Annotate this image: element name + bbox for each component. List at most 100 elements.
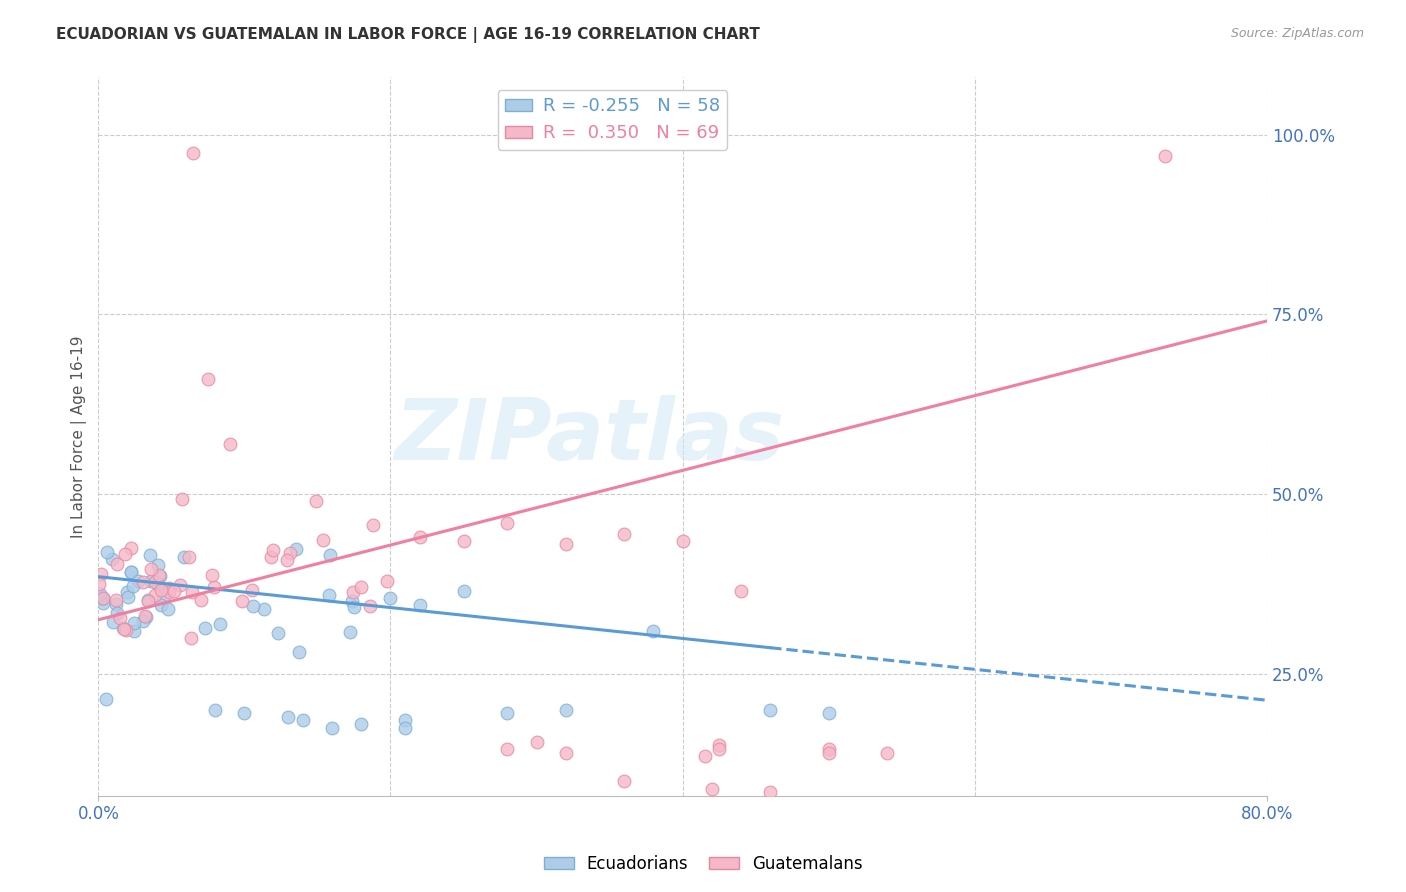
- Point: [181, 145, 204, 160]
- Point: [318, 588, 340, 602]
- Legend: R = -0.255   N = 58, R =  0.350   N = 69: R = -0.255 N = 58, R = 0.350 N = 69: [498, 90, 727, 150]
- Point: [120, 565, 142, 579]
- Point: [121, 541, 143, 556]
- Point: [278, 546, 301, 560]
- Point: [157, 585, 180, 599]
- Point: [613, 526, 636, 541]
- Point: [276, 553, 298, 567]
- Point: [242, 599, 264, 614]
- Point: [380, 591, 402, 606]
- Point: [554, 746, 576, 760]
- Point: [672, 533, 695, 548]
- Point: [554, 537, 576, 551]
- Point: [350, 717, 373, 731]
- Point: [180, 631, 202, 645]
- Point: [359, 599, 381, 614]
- Point: [375, 574, 398, 588]
- Point: [240, 583, 263, 598]
- Point: [730, 584, 752, 599]
- Point: [138, 548, 160, 562]
- Point: [277, 710, 299, 724]
- Point: [253, 602, 276, 616]
- Point: [876, 746, 898, 760]
- Point: [409, 599, 432, 613]
- Point: [233, 706, 256, 720]
- Point: [121, 579, 143, 593]
- Point: [340, 594, 363, 608]
- Point: [817, 746, 839, 760]
- Point: [152, 591, 174, 606]
- Point: [91, 591, 114, 605]
- Point: [312, 533, 335, 547]
- Point: [181, 585, 204, 599]
- Point: [87, 577, 110, 591]
- Point: [305, 493, 328, 508]
- Point: [190, 593, 212, 607]
- Point: [89, 587, 111, 601]
- Point: [132, 614, 155, 628]
- Point: [156, 602, 179, 616]
- Point: [204, 702, 226, 716]
- Point: [148, 569, 170, 583]
- Point: [90, 567, 112, 582]
- Point: [91, 596, 114, 610]
- Point: [117, 590, 139, 604]
- Point: [169, 578, 191, 592]
- Point: [208, 616, 231, 631]
- Point: [143, 575, 166, 590]
- Point: [173, 549, 195, 564]
- Point: [132, 574, 155, 589]
- Point: [453, 533, 475, 548]
- Point: [120, 565, 142, 579]
- Point: [201, 568, 224, 582]
- Point: [112, 623, 135, 637]
- Point: [319, 548, 342, 562]
- Point: [148, 568, 170, 582]
- Point: [759, 785, 782, 799]
- Point: [453, 584, 475, 599]
- Y-axis label: In Labor Force | Age 16-19: In Labor Force | Age 16-19: [72, 335, 87, 538]
- Point: [103, 615, 125, 629]
- Point: [177, 549, 200, 564]
- Point: [817, 742, 839, 756]
- Point: [122, 624, 145, 638]
- Point: [554, 702, 576, 716]
- Point: [817, 706, 839, 720]
- Point: [339, 625, 361, 640]
- Legend: Ecuadorians, Guatemalans: Ecuadorians, Guatemalans: [537, 848, 869, 880]
- Point: [94, 691, 117, 706]
- Point: [231, 594, 253, 608]
- Point: [112, 621, 135, 635]
- Point: [135, 610, 157, 624]
- Point: [350, 580, 373, 594]
- Point: [759, 702, 782, 716]
- Point: [105, 598, 128, 612]
- Point: [1153, 149, 1175, 163]
- Point: [218, 437, 240, 451]
- Point: [409, 530, 432, 544]
- Point: [342, 585, 364, 599]
- Point: [707, 739, 730, 753]
- Point: [93, 591, 115, 605]
- Point: [114, 623, 136, 637]
- Point: [496, 742, 519, 756]
- Point: [496, 706, 519, 720]
- Point: [170, 492, 193, 507]
- Point: [149, 598, 172, 612]
- Point: [361, 517, 384, 532]
- Point: [285, 542, 308, 557]
- Point: [343, 599, 366, 614]
- Point: [143, 588, 166, 602]
- Point: [96, 544, 118, 558]
- Point: [262, 543, 284, 558]
- Point: [124, 616, 146, 631]
- Point: [526, 735, 548, 749]
- Text: ECUADORIAN VS GUATEMALAN IN LABOR FORCE | AGE 16-19 CORRELATION CHART: ECUADORIAN VS GUATEMALAN IN LABOR FORCE …: [56, 27, 761, 43]
- Point: [707, 742, 730, 756]
- Point: [146, 558, 169, 572]
- Point: [108, 611, 131, 625]
- Point: [163, 584, 186, 599]
- Point: [127, 574, 149, 588]
- Point: [267, 625, 290, 640]
- Point: [321, 721, 343, 735]
